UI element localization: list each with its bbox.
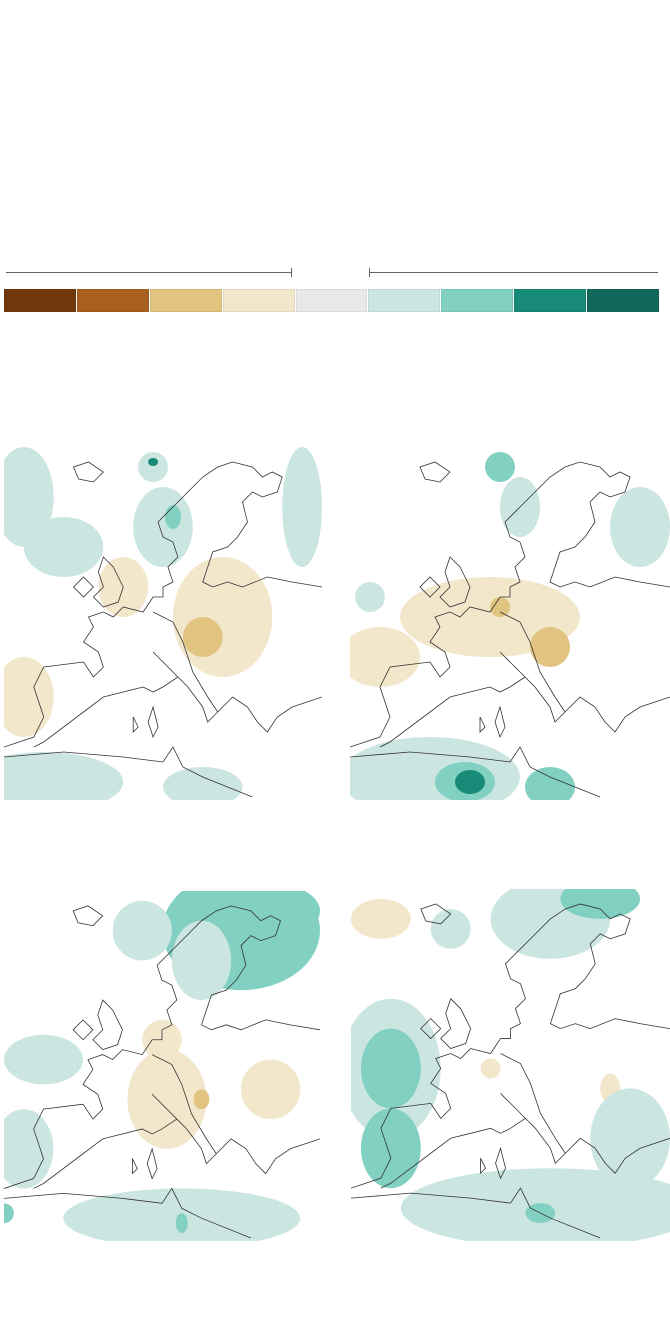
anomaly-region <box>4 1109 54 1189</box>
anomaly-region <box>350 627 420 687</box>
anomaly-region <box>282 447 322 567</box>
anomaly-region <box>610 487 670 567</box>
anomaly-region <box>351 898 411 939</box>
anomaly-region <box>480 1058 501 1079</box>
map-panel-top-left <box>4 447 322 800</box>
anomaly-region <box>530 627 570 667</box>
legend-wet-bracket <box>369 268 658 277</box>
coastline <box>350 461 670 798</box>
color-legend <box>4 289 660 312</box>
anomaly-region <box>350 737 520 800</box>
anomaly-region <box>164 505 181 529</box>
anomaly-region <box>112 900 172 961</box>
legend-swatch-2 <box>149 289 222 312</box>
anomaly-region <box>201 891 320 941</box>
coastline <box>4 905 320 1239</box>
anomaly-region <box>175 1213 188 1234</box>
map-panel-bottom-left <box>4 891 320 1241</box>
anomaly-region <box>360 1108 421 1189</box>
anomaly-region <box>490 597 510 617</box>
legend-swatch-7 <box>514 289 587 312</box>
anomaly-region <box>455 770 485 794</box>
legend-swatch-5 <box>368 289 441 312</box>
legend-dry-bracket <box>6 268 292 277</box>
legend-swatch-8 <box>587 289 660 312</box>
map-panel-bottom-right <box>351 889 670 1241</box>
anomaly-region <box>4 657 54 737</box>
legend-swatch-4 <box>295 289 368 312</box>
legend-swatch-1 <box>76 289 149 312</box>
anomaly-region <box>525 767 575 800</box>
anomaly-region <box>560 889 641 919</box>
anomaly-region <box>4 752 124 800</box>
anomaly-region <box>4 1034 83 1085</box>
coastline <box>351 903 670 1239</box>
legend-swatch-3 <box>222 289 295 312</box>
anomaly-region <box>4 447 54 547</box>
anomaly-region <box>590 1088 670 1189</box>
anomaly-region <box>193 1089 210 1110</box>
legend-swatch-6 <box>441 289 514 312</box>
anomaly-region <box>4 1203 14 1224</box>
anomaly-region <box>133 487 193 567</box>
anomaly-region <box>172 557 273 677</box>
anomaly-region <box>241 1059 301 1120</box>
anomaly-region <box>163 767 243 800</box>
anomaly-region <box>360 1028 421 1109</box>
anomaly-region <box>138 452 168 482</box>
anomaly-region <box>485 452 515 482</box>
coastline <box>4 461 322 798</box>
anomaly-region <box>171 920 232 1001</box>
anomaly-region <box>182 617 223 657</box>
anomaly-region <box>148 458 159 466</box>
legend-swatch-0 <box>4 289 76 312</box>
anomaly-region <box>430 908 471 949</box>
map-panel-top-right <box>350 447 670 800</box>
anomaly-region <box>355 582 385 612</box>
anomaly-region <box>127 1049 207 1149</box>
